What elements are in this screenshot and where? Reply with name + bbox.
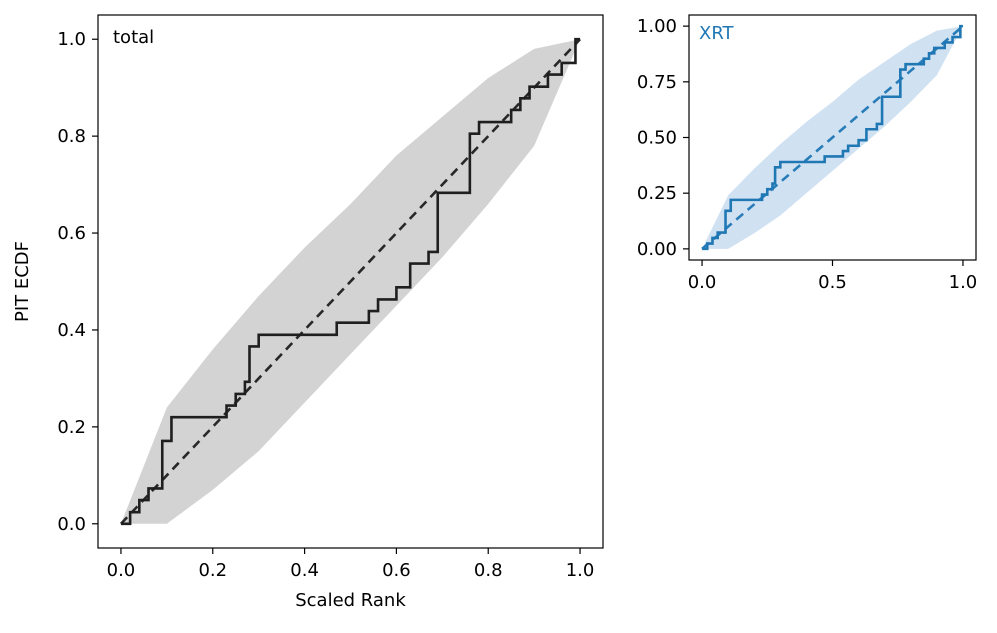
y-tick-label: 0.4 <box>57 320 86 341</box>
x-tick-label: 1.0 <box>949 272 978 293</box>
y-tick-label: 0.25 <box>637 183 677 204</box>
x-axis-label: Scaled Rank <box>295 590 406 611</box>
x-tick-label: 0.6 <box>382 560 411 581</box>
y-tick-label: 0.8 <box>57 126 86 147</box>
reference-diagonal <box>701 25 964 250</box>
x-tick-label: 0.0 <box>688 272 717 293</box>
reference-diagonal <box>120 38 581 525</box>
panel-xrt: 0.0 0.5 1.0 0.00 0.25 0.50 0.75 1.00 XRT <box>637 14 978 293</box>
x-tick-label: 0.2 <box>198 560 227 581</box>
y-tick-label: 0.2 <box>57 417 86 438</box>
x-tick-label: 0.4 <box>290 560 319 581</box>
y-tick-label: 0.6 <box>57 223 86 244</box>
ecdf-step-line <box>120 37 581 526</box>
panel-total: 0.0 0.2 0.4 0.6 0.8 1.0 0.0 0.2 0.4 0.6 0.8 1.0 tota… <box>12 14 604 611</box>
y-tick-label: 1.0 <box>57 29 86 50</box>
y-tick-label: 0.00 <box>637 239 677 260</box>
axes-frame <box>97 14 604 549</box>
x-tick-label: 0.8 <box>474 560 503 581</box>
y-tick-label: 0.50 <box>637 128 677 149</box>
y-tick-label: 0.0 <box>57 514 86 535</box>
y-tick-label: 0.75 <box>637 72 677 93</box>
x-tick-label: 0.0 <box>107 560 136 581</box>
panel-label: total <box>113 27 154 48</box>
x-tick-label: 0.5 <box>818 272 847 293</box>
y-axis-label: PIT ECDF <box>12 241 33 322</box>
x-tick-label: 1.0 <box>566 560 595 581</box>
y-tick-label: 1.00 <box>637 16 677 37</box>
panel-label: XRT <box>699 23 735 44</box>
